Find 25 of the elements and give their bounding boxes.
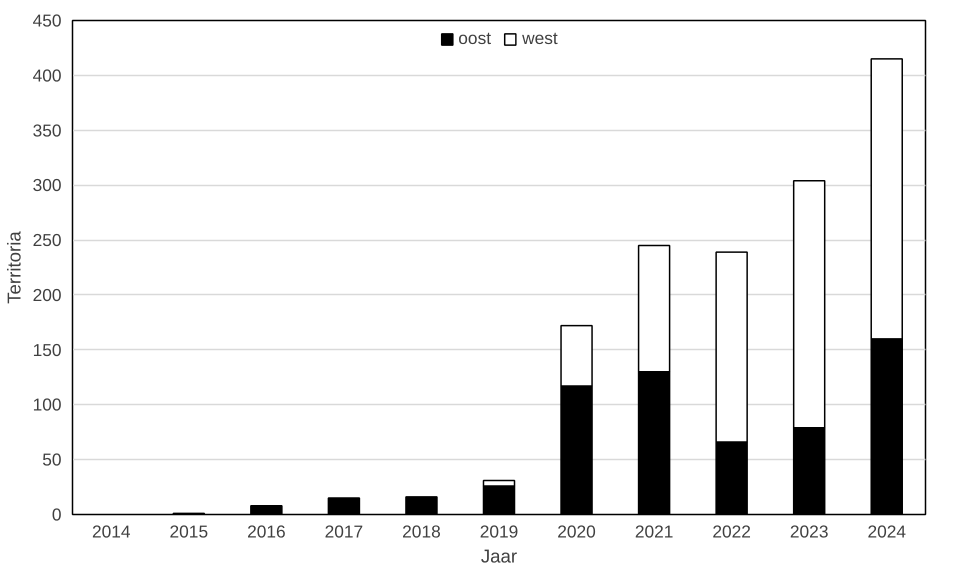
x-tick-label: 2018 [402, 522, 441, 542]
y-tick-label: 50 [42, 450, 62, 470]
x-tick-label: 2017 [324, 522, 364, 542]
x-tick-label: 2021 [634, 522, 674, 542]
x-tick-label: 2020 [557, 522, 596, 542]
y-tick-label: 450 [32, 10, 62, 30]
y-tick-label: 350 [32, 120, 62, 140]
y-tick-label: 300 [32, 175, 62, 196]
y-tick-label: 400 [32, 65, 62, 86]
y-axis-title: Territoria [4, 230, 25, 304]
y-tick-label: 250 [32, 230, 62, 250]
y-tick-label: 0 [52, 504, 62, 524]
x-tick-label: 2014 [92, 522, 131, 542]
x-tick-label: 2022 [712, 522, 751, 542]
x-tick-label: 2019 [480, 522, 518, 542]
x-axis-title: Jaar [480, 546, 518, 566]
x-tick-label: 2016 [247, 522, 286, 542]
x-tick-label: 2024 [867, 522, 906, 542]
legend-label: west [522, 28, 558, 49]
x-tick-label: 2015 [170, 522, 208, 542]
y-tick-label: 100 [32, 394, 62, 415]
legend-label: oost [458, 28, 492, 49]
x-tick-label: 2023 [790, 522, 828, 542]
y-tick-label: 200 [32, 284, 62, 305]
y-tick-label: 150 [32, 340, 62, 360]
